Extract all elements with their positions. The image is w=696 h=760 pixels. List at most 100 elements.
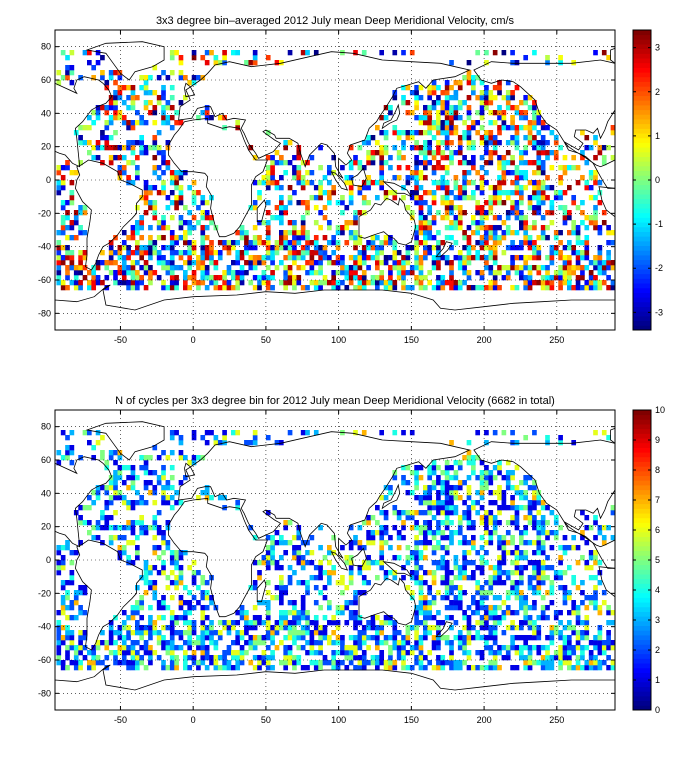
data-bin: [148, 270, 153, 276]
data-bin: [318, 660, 323, 666]
data-bin: [492, 475, 498, 481]
data-bin: [113, 485, 118, 491]
data-bin: [379, 640, 385, 646]
data-bin: [248, 645, 254, 651]
data-bin: [475, 220, 481, 226]
data-bin: [571, 220, 577, 226]
data-bin: [100, 640, 105, 646]
data-bin: [444, 475, 450, 481]
colorbar-segment: [633, 616, 651, 622]
colorbar-segment: [633, 137, 651, 143]
data-bin: [318, 575, 323, 581]
data-bin: [383, 195, 389, 201]
data-bin: [283, 590, 289, 596]
colorbar-tick-label: 7: [655, 495, 660, 505]
data-bin: [418, 270, 424, 276]
data-bin: [449, 535, 454, 541]
data-bin: [161, 170, 166, 176]
data-bin: [270, 635, 275, 641]
data-bin: [265, 545, 271, 551]
data-bin: [453, 285, 459, 291]
data-bin: [344, 180, 350, 186]
data-bin: [484, 230, 489, 236]
data-bin: [200, 255, 206, 261]
data-bin: [584, 265, 590, 271]
data-bin: [418, 605, 424, 611]
data-bin: [444, 280, 450, 286]
data-bin: [436, 165, 441, 171]
data-bin: [130, 475, 136, 481]
data-bin: [457, 160, 463, 166]
data-bin: [562, 660, 568, 666]
data-bin: [91, 535, 97, 541]
data-bin: [191, 625, 197, 631]
data-bin: [523, 665, 529, 671]
data-bin: [344, 225, 350, 231]
data-bin: [479, 210, 485, 216]
data-bin: [436, 140, 441, 146]
data-bin: [357, 165, 363, 171]
data-bin: [488, 605, 494, 611]
data-bin: [414, 280, 419, 286]
data-bin: [87, 495, 92, 501]
data-bin: [383, 115, 389, 121]
data-bin: [78, 505, 83, 511]
data-bin: [449, 570, 454, 576]
data-bin: [444, 570, 450, 576]
data-bin: [340, 610, 345, 616]
data-bin: [348, 165, 354, 171]
data-bin: [235, 655, 241, 661]
data-bin: [274, 585, 280, 591]
data-bin: [335, 650, 341, 656]
data-bin: [196, 280, 201, 286]
data-bin: [457, 85, 463, 91]
data-bin: [139, 135, 145, 141]
data-bin: [475, 120, 481, 126]
data-bin: [204, 650, 210, 656]
data-bin: [440, 535, 446, 541]
data-bin: [409, 570, 415, 576]
data-bin: [375, 260, 380, 266]
colorbar-tick-label: 10: [655, 405, 665, 415]
data-bin: [217, 240, 223, 246]
data-bin: [427, 650, 433, 656]
data-bin: [414, 470, 419, 476]
data-bin: [375, 195, 380, 201]
data-bin: [91, 280, 97, 286]
data-bin: [252, 655, 258, 661]
data-bin: [601, 540, 607, 546]
colorbar-segment: [633, 602, 651, 608]
data-bin: [244, 270, 249, 276]
data-bin: [379, 525, 385, 531]
data-bin: [392, 430, 398, 436]
data-bin: [252, 275, 258, 281]
data-bin: [519, 495, 524, 501]
colorbar-segment: [633, 269, 651, 275]
data-bin: [514, 550, 520, 556]
data-bin: [492, 465, 498, 471]
data-bin: [331, 630, 337, 636]
data-bin: [571, 155, 577, 161]
data-bin: [466, 275, 472, 281]
data-bin: [501, 490, 507, 496]
data-bin: [257, 660, 262, 666]
data-bin: [156, 640, 162, 646]
data-bin: [479, 470, 485, 476]
data-bin: [252, 605, 258, 611]
colorbar-tick-label: 1: [655, 675, 660, 685]
data-bin: [471, 610, 476, 616]
data-bin: [505, 595, 511, 601]
data-bin: [126, 525, 131, 531]
data-bin: [361, 200, 367, 206]
data-bin: [60, 200, 66, 206]
data-bin: [475, 110, 481, 116]
data-bin: [287, 580, 293, 586]
data-bin: [217, 655, 223, 661]
data-bin: [126, 280, 131, 286]
data-bin: [165, 485, 171, 491]
data-bin: [348, 235, 354, 241]
data-bin: [584, 235, 590, 241]
data-bin: [431, 235, 437, 241]
data-bin: [418, 500, 424, 506]
data-bin: [431, 485, 437, 491]
